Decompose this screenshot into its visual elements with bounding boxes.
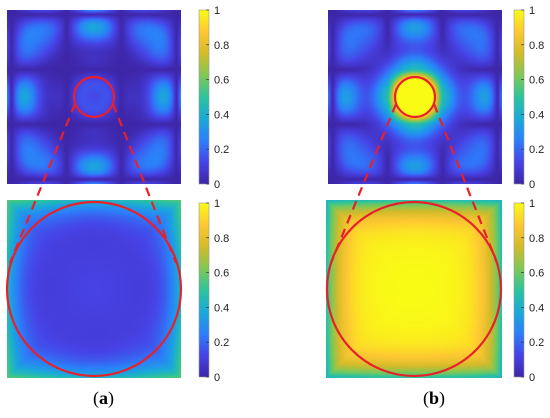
colorbar-tick-label: 0 [214, 179, 220, 191]
highlight-circle-b-full [393, 75, 437, 119]
colorbar-tick-label: 0.2 [214, 144, 229, 156]
colorbar-tick-label: 0 [529, 372, 535, 384]
colorbar-gradient [198, 9, 210, 185]
colorbar-tick-label: 1 [529, 5, 535, 17]
colorbar-tick-label: 0.6 [529, 75, 544, 87]
colorbar-tick-label: 0.4 [529, 109, 544, 121]
colorbar-a-zoom: 0 0.2 0.4 0.6 0.8 1 [198, 198, 229, 384]
colorbar-b-zoom: 0 0.2 0.4 0.6 0.8 1 [513, 198, 544, 384]
heatmap-a-zoom [7, 200, 181, 378]
colorbar-tick-label: 0.4 [529, 302, 544, 314]
colorbar-b-full: 0 0.2 0.4 0.6 0.8 1 [513, 5, 544, 191]
colorbar-tick-label: 1 [529, 198, 535, 210]
colorbar-tick-label: 0.2 [529, 144, 544, 156]
heatmap-b-full [328, 10, 502, 184]
colorbar-tick-label: 0.2 [529, 337, 544, 349]
colorbar-tick-label: 0 [529, 179, 535, 191]
colorbar-gradient [198, 202, 210, 378]
panel-label-b: (b) [423, 388, 446, 408]
colorbar-tick-label: 0.8 [214, 233, 229, 245]
colorbar-tick-label: 0.4 [214, 109, 229, 121]
highlight-circle-b-zoom [325, 200, 503, 378]
colorbar-gradient [513, 9, 525, 185]
colorbar-tick-label: 1 [214, 5, 220, 17]
colorbar-tick-label: 0.6 [214, 268, 229, 280]
colorbar-tick-label: 0.6 [529, 268, 544, 280]
colorbar-gradient [513, 202, 525, 378]
heatmap-a-full [7, 10, 181, 184]
colorbar-tick-label: 0.8 [529, 40, 544, 52]
colorbar-a-full: 0 0.2 0.4 0.6 0.8 1 [198, 5, 229, 191]
colorbar-tick-label: 0.8 [529, 233, 544, 245]
colorbar-tick-label: 0.4 [214, 302, 229, 314]
guide-line-a-right [111, 103, 178, 264]
heatmap-b-zoom [326, 200, 502, 378]
highlight-circle-a-full [72, 75, 116, 119]
guide-line-a-left [8, 103, 77, 264]
colorbar-tick-label: 1 [214, 198, 220, 210]
colorbar-tick-label: 0.2 [214, 337, 229, 349]
guide-line-b-left [329, 103, 398, 264]
colorbar-tick-label: 0 [214, 372, 220, 384]
guide-line-b-right [432, 103, 499, 264]
colorbar-tick-label: 0.6 [214, 75, 229, 87]
panel-label-a: (a) [93, 388, 114, 408]
colorbar-tick-label: 0.8 [214, 40, 229, 52]
highlight-circle-a-zoom [5, 200, 183, 378]
